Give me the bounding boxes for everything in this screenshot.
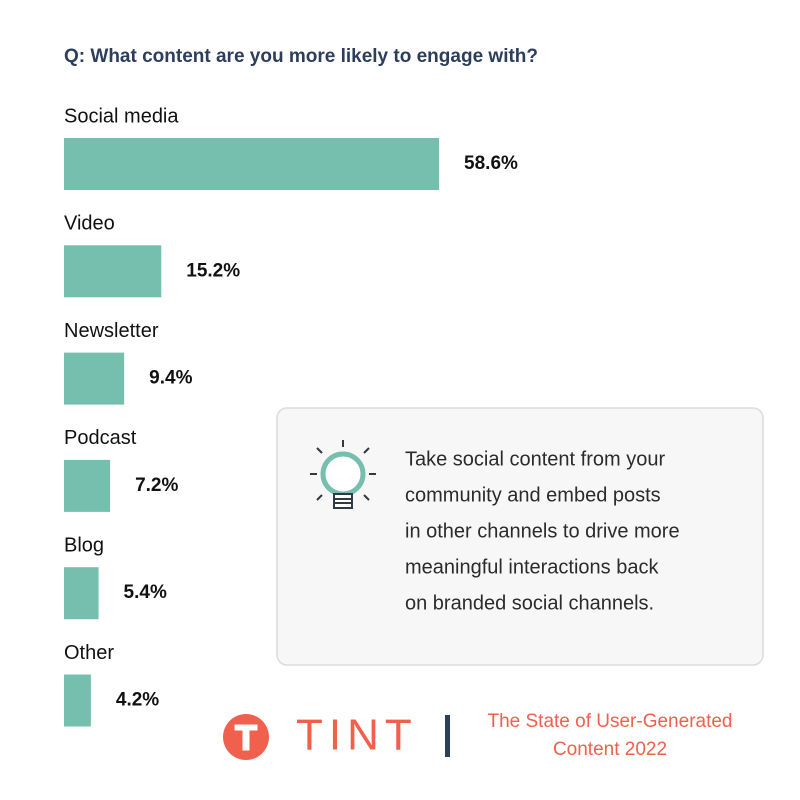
value-label: 7.2% [135,475,178,496]
category-label: Social media [64,105,179,127]
bulb-icon [310,440,376,509]
bar [64,138,440,190]
category-label: Podcast [64,427,137,449]
chart-title: Q: What content are you more likely to e… [64,46,538,67]
bar [64,245,162,298]
value-label: 9.4% [149,368,192,389]
footer-text: The State of User-Generated [487,711,732,732]
bar [64,352,125,405]
callout-text: on branded social channels. [405,592,654,614]
callout-box [276,407,764,666]
value-label: 15.2% [186,260,240,281]
category-label: Newsletter [64,320,159,342]
callout-text: in other channels to drive more [405,520,680,542]
callout [276,407,764,666]
footer: TINT [223,711,450,760]
callout-text: community and embed posts [405,484,661,506]
value-label: 5.4% [124,582,167,603]
bar [64,567,99,620]
category-label: Video [64,213,115,235]
divider [445,715,450,757]
value-label: 58.6% [464,153,518,174]
footer-text: Content 2022 [553,739,667,760]
callout-text: Take social content from your [405,448,665,470]
logo-t [233,723,259,752]
callout-text: meaningful interactions back [405,556,659,578]
category-label: Other [64,642,114,664]
bar [64,459,111,512]
value-label: 4.2% [116,690,159,711]
category-label: Blog [64,534,104,556]
logo-text: TINT [296,711,418,760]
bar [64,674,91,727]
